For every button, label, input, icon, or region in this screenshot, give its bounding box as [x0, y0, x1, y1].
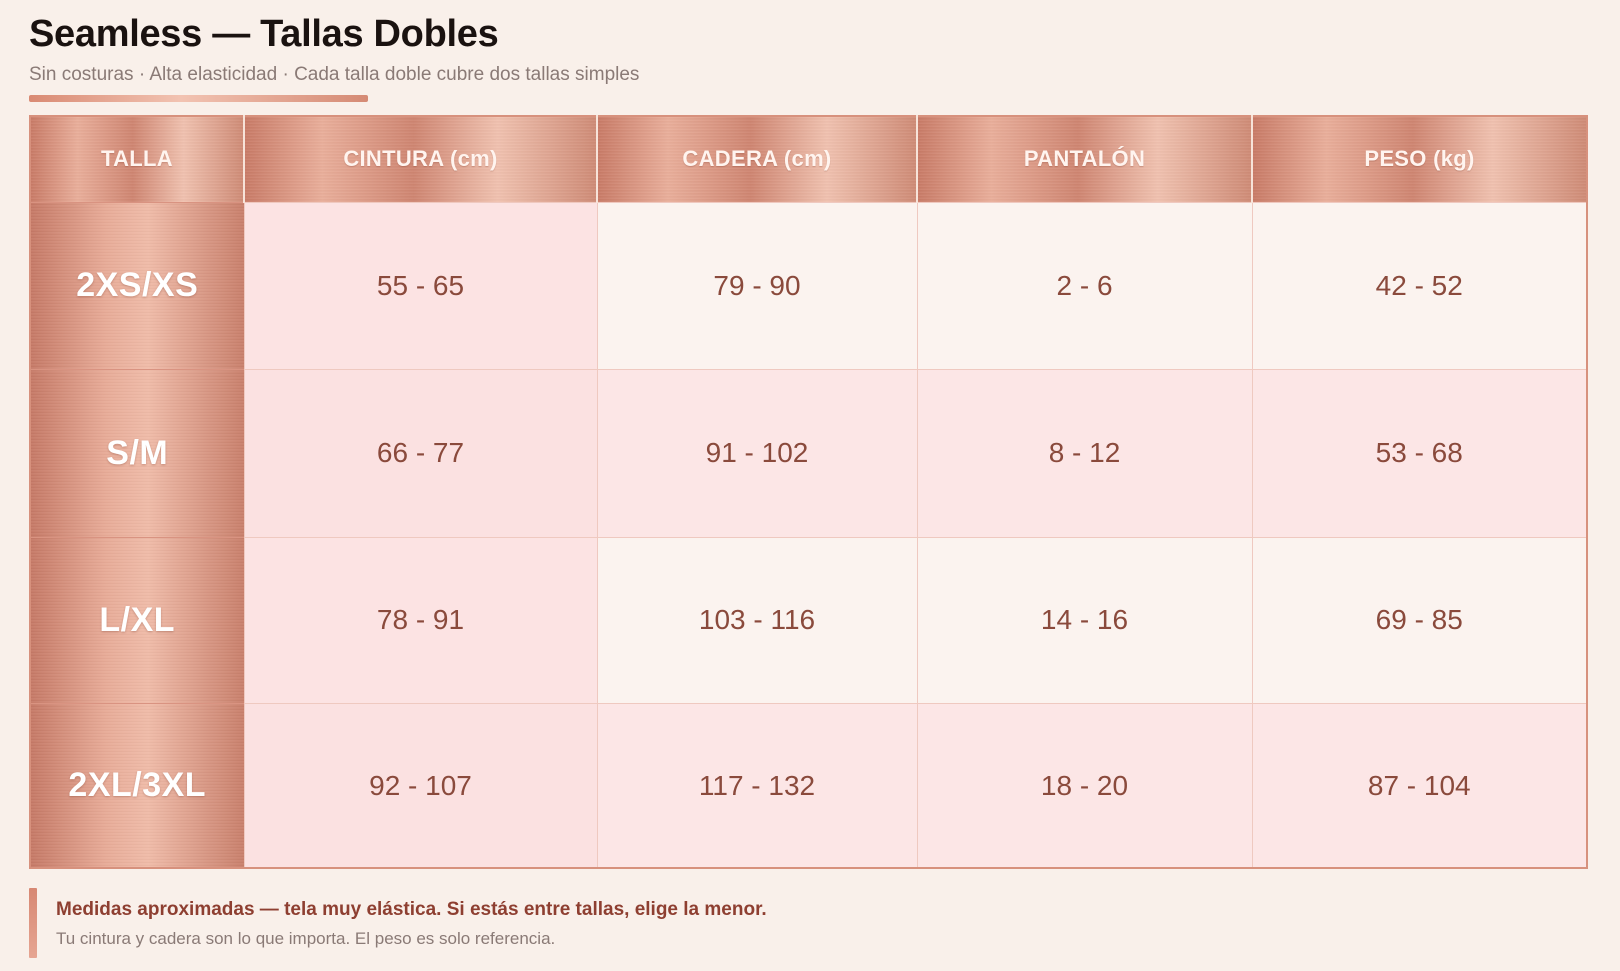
column-header-talla: TALLA: [30, 116, 244, 202]
footnote-accent-bar: [29, 888, 37, 958]
table-row: 2XL/3XL 92 - 107 117 - 132 18 - 20 87 - …: [30, 703, 1587, 868]
column-header-pantalon: PANTALÓN: [916, 116, 1252, 202]
pantalon-value: 14 - 16: [916, 536, 1252, 704]
cintura-value: 92 - 107: [243, 703, 597, 868]
cadera-value: 79 - 90: [596, 201, 917, 370]
pantalon-value: 2 - 6: [916, 201, 1252, 370]
page-title: Seamless — Tallas Dobles: [29, 13, 499, 55]
peso-value: 87 - 104: [1251, 703, 1587, 868]
footnote-main: Medidas aproximadas — tela muy elástica.…: [56, 899, 767, 920]
size-label: 2XS/XS: [30, 201, 244, 370]
cadera-value: 117 - 132: [596, 703, 917, 868]
table-row: 2XS/XS 55 - 65 79 - 90 2 - 6 42 - 52: [30, 201, 1587, 370]
table-row: S/M 66 - 77 91 - 102 8 - 12 53 - 68: [30, 369, 1587, 537]
peso-value: 53 - 68: [1251, 369, 1587, 537]
size-label: L/XL: [30, 536, 244, 704]
table-header-row: TALLA CINTURA (cm) CADERA (cm) PANTALÓN …: [30, 116, 1587, 202]
cadera-value: 103 - 116: [596, 536, 917, 704]
cintura-value: 55 - 65: [243, 201, 597, 370]
pantalon-value: 8 - 12: [916, 369, 1252, 537]
column-header-cintura: CINTURA (cm): [243, 116, 597, 202]
peso-value: 69 - 85: [1251, 536, 1587, 704]
peso-value: 42 - 52: [1251, 201, 1587, 370]
cadera-value: 91 - 102: [596, 369, 917, 537]
size-chart-table: TALLA CINTURA (cm) CADERA (cm) PANTALÓN …: [29, 115, 1588, 869]
cintura-value: 66 - 77: [243, 369, 597, 537]
footnote-sub: Tu cintura y cadera son lo que importa. …: [56, 929, 556, 948]
size-label: 2XL/3XL: [30, 703, 244, 868]
column-header-peso: PESO (kg): [1251, 116, 1587, 202]
pantalon-value: 18 - 20: [916, 703, 1252, 868]
cintura-value: 78 - 91: [243, 536, 597, 704]
size-label: S/M: [30, 369, 244, 537]
column-header-cadera: CADERA (cm): [596, 116, 917, 202]
page-subtitle: Sin costuras · Alta elasticidad · Cada t…: [29, 64, 640, 85]
title-underline: [29, 95, 368, 102]
table-row: L/XL 78 - 91 103 - 116 14 - 16 69 - 85: [30, 536, 1587, 704]
